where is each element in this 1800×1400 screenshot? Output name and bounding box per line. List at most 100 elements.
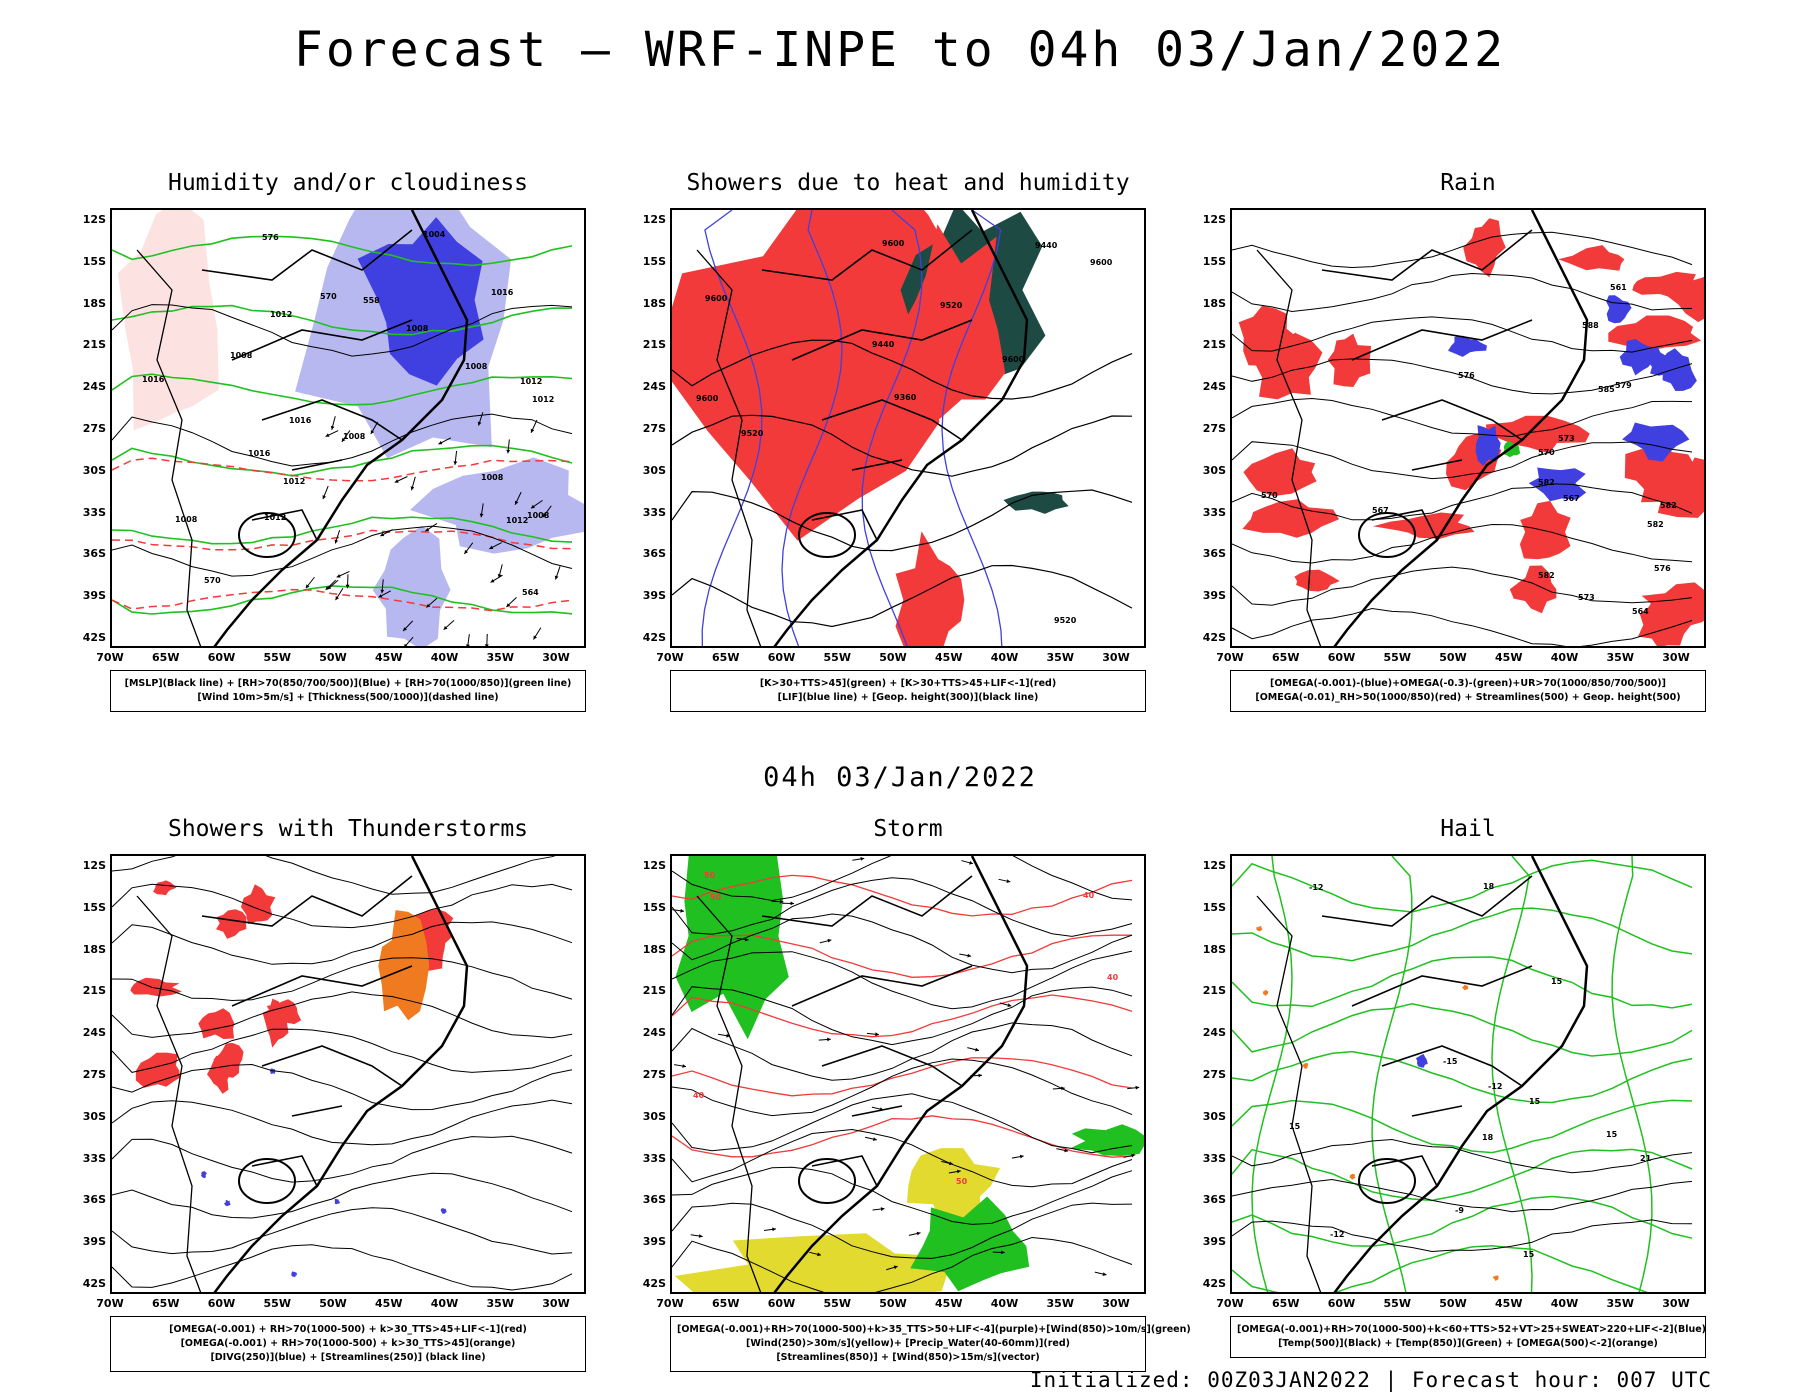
streamline — [1232, 566, 1693, 606]
longitude-tick-label: 55W — [263, 1297, 291, 1310]
geop-height-contour — [672, 414, 1133, 477]
wind-vector-head — [1001, 1250, 1005, 1255]
wind-vector-head — [466, 644, 470, 646]
wind-vector-head — [957, 1169, 961, 1174]
latitude-tick-label: 21S — [82, 338, 106, 352]
legend-line: [MSLP](Black line) + [RH>70(850/700/500)… — [124, 678, 572, 689]
jet-yellow-region-east — [907, 1148, 1001, 1224]
longitude-tick-label: 40W — [430, 1297, 459, 1310]
latitude-tick-label: 18S — [1202, 296, 1226, 310]
contour-label: 9440 — [1035, 241, 1058, 250]
latitude-tick-label: 18S — [82, 296, 106, 310]
divergence-blue-dot — [200, 1171, 207, 1179]
map-plot: 50 50 40 40 40 50 — [670, 854, 1146, 1294]
longitude-tick-label: 65W — [1272, 651, 1300, 664]
divergence-blue-dot — [334, 1198, 340, 1205]
contour-label: 9600 — [705, 294, 728, 303]
longitude-tick-label: 45W — [935, 1297, 963, 1310]
contour-label: 582 — [1660, 501, 1677, 510]
state-borders — [201, 875, 413, 1187]
contour-label: -12 — [1488, 1082, 1502, 1091]
longitude-tick-label: 45W — [1495, 651, 1523, 664]
map-plot: 582 582 585 582 582 588 579 576 576 573 573 570 570 5… — [1230, 208, 1706, 648]
longitude-tick-label: 50W — [319, 1297, 347, 1310]
contour-label: 573 — [1558, 434, 1575, 443]
uruguay-border — [238, 512, 296, 558]
wind-vector-head — [873, 1137, 877, 1141]
contour-label: 564 — [1632, 607, 1649, 616]
streamline — [112, 921, 573, 965]
state-borders — [761, 875, 973, 1187]
wind-vector-head — [916, 1231, 921, 1236]
contour-label: 1008 — [175, 515, 198, 524]
latitude-tick-label: 33S — [642, 1151, 666, 1165]
latitude-tick-label: 42S — [82, 631, 106, 644]
wind-vector-head — [531, 504, 535, 509]
wind-vector-head — [1064, 1148, 1069, 1153]
temp850-green-contour — [1232, 1148, 1693, 1202]
map-svg: 15 18 15 21 15 18 -12 -12 -12 15 -9 -15 15 — [1232, 856, 1693, 1292]
latitude-tick-label: 30S — [1202, 463, 1226, 477]
uruguay-border — [238, 1158, 296, 1204]
contour-label: 1012 — [283, 477, 305, 486]
main-title: Forecast — WRF-INPE to 04h 03/Jan/2022 — [293, 22, 1507, 78]
wind-vector-head — [477, 421, 482, 426]
wind-vector-head — [341, 437, 346, 442]
streamline — [1232, 607, 1693, 646]
wind-vector-head — [426, 603, 431, 608]
andes-border — [136, 895, 202, 1292]
wind-vector-head — [949, 1161, 953, 1166]
map-plot: 9600 9600 9600 9600 9600 9520 9520 9520 9440 9440… — [670, 208, 1146, 648]
temp850-green-contour — [1232, 1195, 1693, 1247]
longitude-tick-label: 55W — [1383, 1297, 1411, 1310]
latitude-tick-label: 39S — [642, 1235, 666, 1249]
latitude-tick-label: 12S — [82, 213, 106, 226]
wind-vector-head — [827, 938, 832, 943]
wind-vector-head — [410, 486, 415, 491]
wind-vector-head — [554, 575, 559, 580]
streamline — [112, 883, 573, 929]
rain-blue-region — [1660, 348, 1697, 391]
contour-label: 1008 — [465, 362, 488, 371]
longitude-tick-label: 30W — [1662, 1297, 1690, 1310]
thunder-red-region — [198, 1008, 235, 1039]
longitude-tick-label: 60W — [207, 1297, 236, 1310]
legend-line: [OMEGA(-0.001)+RH>70(1000-500)+k>35_TTS>… — [677, 1324, 1191, 1335]
wind-vector-head — [680, 908, 685, 913]
streamline — [672, 913, 1133, 974]
latitude-tick-label: 42S — [82, 1277, 106, 1290]
rain-red-region — [1641, 582, 1704, 629]
wind-vector-head — [827, 1037, 831, 1042]
thunder-red-region — [135, 1052, 181, 1088]
contour-label: 1012 — [270, 310, 292, 319]
latitude-tick-label: 42S — [1202, 631, 1226, 644]
divergence-blue-dot — [224, 1199, 231, 1207]
panel-legend: [OMEGA(-0.001)+RH>70(1000-500)+k<60+TTS>… — [1230, 1316, 1706, 1358]
omega-orange-dot — [1492, 1275, 1499, 1281]
longitude-tick-label: 40W — [430, 651, 459, 664]
longitude-tick-label: 40W — [1550, 1297, 1579, 1310]
streamline — [1232, 523, 1693, 564]
rain-red-region — [1509, 565, 1557, 614]
wind-vector-head — [489, 545, 494, 549]
latitude-tick-label: 15S — [82, 254, 106, 268]
wind-vector-head — [345, 584, 350, 589]
state-borders — [1321, 875, 1533, 1187]
contour-label: 1012 — [264, 513, 286, 522]
longitude-tick-label: 70W — [656, 651, 684, 664]
wind-vector-head — [425, 527, 430, 532]
rain-red-region — [1608, 315, 1702, 352]
wind-vector-head — [330, 425, 335, 430]
contour-label: 567 — [1372, 506, 1389, 515]
wind-vector-head — [506, 449, 511, 454]
wind-vector-head — [542, 513, 547, 518]
wind-vector-head — [533, 635, 537, 640]
longitude-tick-label: 60W — [767, 1297, 796, 1310]
uruguay-border — [1358, 1158, 1416, 1204]
latitude-tick-label: 15S — [1202, 254, 1226, 268]
valid-time-subtitle: 04h 03/Jan/2022 — [763, 762, 1037, 793]
legend-line: [Wind 10m>5m/s] + [Thickness(500/1000)](… — [197, 692, 499, 703]
rain-red-region — [1463, 218, 1506, 278]
rain-blue-region — [1622, 422, 1690, 462]
rh-blue-region — [357, 217, 484, 386]
